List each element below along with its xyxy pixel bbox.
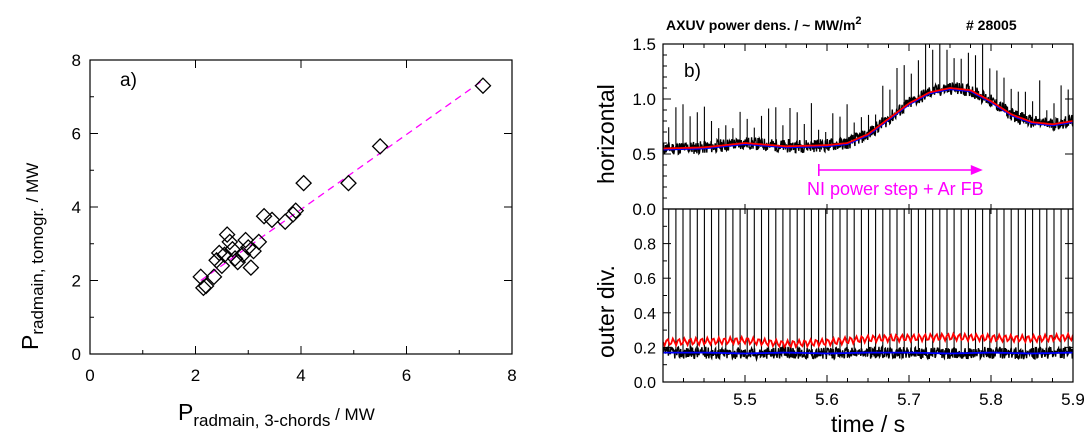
data-point	[205, 268, 223, 286]
y-tick-label: 6	[72, 125, 81, 144]
panel-b-timetraces: AXUV power dens. / ~ MW/m2 # 28005 5.5 5.…	[593, 15, 1085, 437]
panel-b-upper-traces	[663, 44, 1073, 156]
x-tick-label: 5.9	[1061, 390, 1085, 409]
data-point	[221, 233, 239, 251]
upper-y-tick-label: 0.5	[632, 145, 656, 164]
panel-b-annotation: NI power step + Ar FB	[807, 179, 984, 199]
lower-blue-trace	[663, 351, 1073, 355]
panel-b-shot-number: # 28005	[966, 17, 1017, 33]
data-point	[226, 250, 244, 267]
data-point	[213, 257, 231, 275]
panel-a-ticks: 0 2 4 6 8 0 2 4 6 8	[72, 51, 517, 385]
panel-a-points	[192, 77, 492, 297]
lower-y-tick-label: 0.6	[634, 271, 656, 288]
panel-b-title-left: AXUV power dens. / ~ MW/m	[666, 17, 855, 33]
lower-y-tick-label: 0.0	[634, 375, 656, 392]
x-tick-label: 0	[85, 366, 94, 385]
panel-b-xlabel: time / s	[831, 411, 905, 437]
panel-a-ylabel: Pradmain, tomogr. / MW	[17, 163, 47, 350]
upper-y-tick-label: 0.0	[632, 200, 656, 219]
lower-red-trace	[663, 331, 1073, 350]
data-point	[295, 174, 313, 192]
x-tick-label: 4	[296, 366, 305, 385]
panel-a-xlabel: Pradmain, 3-chords / MW	[178, 399, 375, 430]
data-point	[263, 211, 281, 229]
panel-b-ticks: 5.5 5.6 5.7 5.8 5.9 0.0 0.5 1.0 1.5 0.0 0.2 0.4 0.6 0…	[632, 35, 1084, 409]
panel-b-label: b)	[684, 61, 701, 82]
lower-y-tick-label: 0.8	[634, 237, 656, 254]
upper-y-tick-label: 1.0	[632, 90, 656, 109]
annotation-arrow-head	[970, 165, 983, 175]
x-tick-label: 2	[191, 366, 200, 385]
x-tick-label: 5.8	[979, 390, 1003, 409]
data-point	[239, 239, 257, 256]
x-tick-label: 5.5	[733, 390, 757, 409]
elm-spikes	[668, 209, 1069, 354]
panel-b-lower-traces	[663, 209, 1073, 362]
x-tick-label: 5.6	[815, 390, 839, 409]
x-tick-label: 6	[402, 366, 411, 385]
panel-b-upper-ylabel: horizontal	[593, 84, 619, 184]
y-tick-label: 0	[72, 345, 81, 364]
panel-a-scatter: 0 2 4 6 8 0 2 4 6 8 a) Pradmain, tomogr. / MW Pra…	[17, 51, 517, 430]
panel-b-title-sup: 2	[855, 15, 861, 27]
upper-blue-trace	[663, 88, 1073, 151]
data-point	[287, 202, 305, 220]
panel-a-xlabel-unit: / MW	[330, 405, 374, 424]
data-point	[255, 207, 273, 225]
data-point	[371, 137, 389, 155]
panel-b-lower-ylabel: outer div.	[593, 265, 619, 358]
y-tick-label: 8	[72, 51, 81, 70]
panel-a-fit	[200, 79, 484, 282]
x-tick-label: 5.7	[897, 390, 921, 409]
data-point	[218, 226, 236, 243]
data-point	[250, 233, 268, 251]
data-point	[284, 205, 302, 223]
lower-y-tick-label: 0.2	[634, 340, 656, 357]
data-point	[224, 240, 241, 258]
elm-spikes	[668, 44, 1069, 149]
panel-b-title: AXUV power dens. / ~ MW/m2	[666, 15, 862, 33]
panel-a-xlabel-sub: radmain, 3-chords	[193, 411, 330, 430]
data-point	[237, 231, 255, 249]
panel-a-label: a)	[120, 70, 137, 91]
data-point	[197, 277, 215, 295]
upper-y-tick-label: 1.5	[632, 35, 656, 54]
data-point	[242, 259, 260, 277]
data-point	[229, 253, 247, 271]
panel-a-ylabel-sub: radmain, tomogr.	[28, 207, 47, 335]
panel-b-annotation-arrow	[817, 164, 983, 176]
data-point	[340, 174, 357, 192]
x-tick-label: 8	[507, 366, 516, 385]
lower-y-tick-label: 0.4	[634, 306, 656, 323]
y-tick-label: 2	[72, 272, 81, 291]
panel-a-xlabel-main: P	[178, 399, 193, 425]
panel-a-ylabel-unit: / MW	[23, 163, 42, 207]
fit-line	[200, 79, 484, 282]
data-point	[216, 246, 233, 264]
data-point	[474, 77, 492, 95]
upper-red-trace	[663, 87, 1073, 150]
panel-a-ylabel-main: P	[17, 335, 43, 350]
y-tick-label: 4	[72, 198, 81, 217]
